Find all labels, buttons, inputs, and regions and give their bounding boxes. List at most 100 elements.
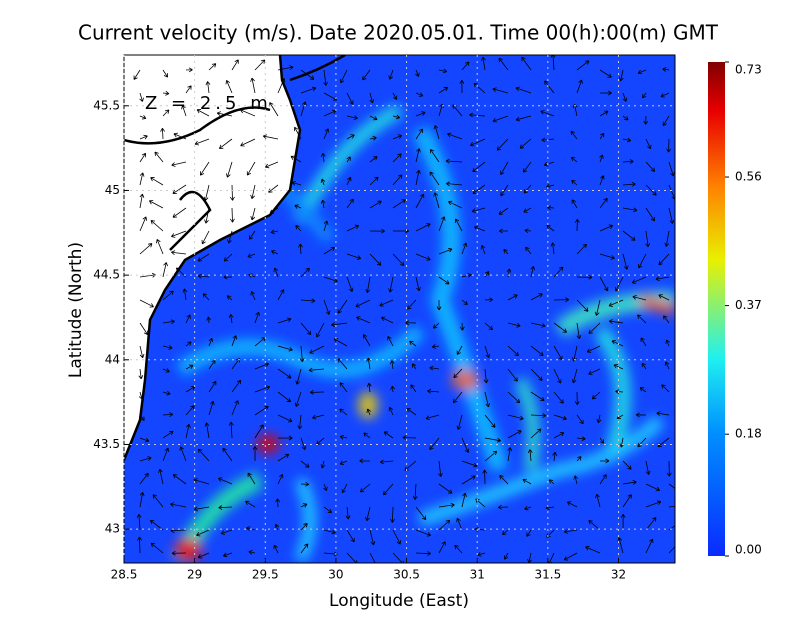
arrow [240, 138, 256, 147]
arrow [300, 503, 308, 508]
arrow [415, 148, 421, 163]
arrow [409, 340, 417, 347]
arrow [273, 267, 279, 278]
arrow [197, 253, 210, 262]
arrow [576, 299, 589, 312]
arrow [139, 115, 147, 120]
arrow [369, 115, 378, 121]
arrow [139, 134, 148, 140]
arrow [231, 59, 239, 71]
arrow [320, 460, 326, 469]
arrow [591, 391, 601, 400]
arrow [571, 368, 578, 384]
arrow [139, 345, 145, 359]
arrow [550, 55, 556, 71]
arrow [181, 105, 187, 117]
arrow [668, 525, 675, 531]
arrow [346, 224, 360, 232]
arrow [162, 345, 173, 350]
arrow [530, 265, 536, 278]
arrow [576, 79, 583, 94]
arrow [323, 128, 330, 140]
arrow [392, 199, 406, 209]
colorbar-tick-label: 0.00 [735, 543, 762, 557]
arrow [658, 253, 670, 266]
arrow [643, 115, 649, 125]
arrow [507, 430, 522, 439]
arrow [482, 469, 488, 485]
arrow [381, 316, 394, 324]
arrow [182, 288, 188, 301]
arrow [323, 299, 331, 315]
arrow [270, 229, 279, 235]
arrow [622, 460, 632, 470]
arrow [331, 322, 348, 328]
arrow [250, 77, 256, 94]
arrow [133, 69, 141, 80]
arrow [456, 414, 463, 430]
arrow [300, 69, 315, 80]
arrow [139, 299, 154, 308]
arrow [453, 368, 463, 379]
arrow [662, 115, 670, 126]
arrow [369, 253, 382, 266]
arrow [522, 161, 532, 173]
arrow [483, 368, 489, 384]
arrow [277, 414, 293, 423]
arrow [543, 161, 555, 167]
arrow [660, 92, 670, 98]
arrow [323, 246, 336, 255]
arrow [218, 505, 233, 510]
arrow [203, 184, 210, 201]
colorbar [708, 62, 725, 556]
arrow [248, 273, 256, 278]
arrow [599, 132, 605, 140]
arrow [622, 159, 634, 164]
arrow [519, 138, 532, 149]
arrow [492, 115, 509, 123]
arrow [523, 184, 532, 194]
arrow [160, 127, 165, 140]
arrow [208, 359, 216, 370]
depth-annotation: Z = 2.5 m [145, 93, 272, 114]
arrow [664, 361, 670, 370]
arrow [438, 68, 448, 74]
arrow [185, 341, 192, 347]
arrow [415, 193, 425, 209]
arrow [530, 368, 543, 381]
arrow [553, 266, 564, 278]
arrow [197, 552, 210, 559]
arrow [663, 315, 670, 324]
arrow [525, 246, 532, 255]
arrow [599, 69, 612, 78]
arrow [277, 78, 286, 94]
arrow [162, 262, 168, 278]
arrow [477, 552, 486, 557]
arrow [438, 483, 453, 494]
arrow [655, 276, 670, 282]
arrow [388, 69, 394, 80]
arrow [162, 390, 171, 396]
arrow [250, 184, 256, 199]
arrow [665, 339, 670, 347]
arrow [346, 253, 362, 260]
arrow [309, 345, 325, 354]
arrow [499, 474, 509, 485]
arrow [438, 216, 446, 232]
arrow [277, 345, 293, 352]
arrow [563, 552, 578, 561]
arrow [277, 289, 285, 301]
arrow [471, 207, 486, 214]
arrow [507, 345, 519, 357]
arrow [295, 225, 302, 232]
arrow [139, 492, 145, 508]
arrow [139, 414, 145, 421]
arrow [366, 382, 372, 393]
arrow [230, 184, 235, 201]
arrow [608, 319, 624, 324]
arrow [620, 514, 626, 531]
arrow [515, 115, 532, 122]
arrow [383, 483, 394, 496]
arrow [635, 412, 647, 418]
arrow [363, 432, 371, 439]
